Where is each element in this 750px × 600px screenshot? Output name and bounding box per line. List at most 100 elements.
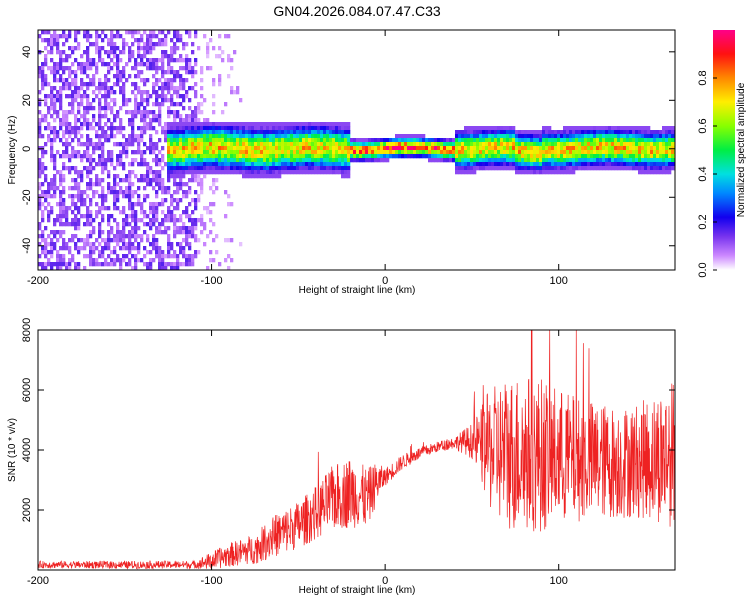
spectrogram-cell <box>80 98 84 103</box>
spectrogram-cell <box>137 218 141 223</box>
spectrogram-cell <box>188 146 192 151</box>
spectrogram-cell <box>278 162 282 167</box>
spectrogram-cell <box>56 78 60 83</box>
spectrogram-cell <box>68 110 72 115</box>
spectrogram-cell <box>185 226 189 231</box>
spectrogram-cell <box>80 122 84 127</box>
spectrogram-cell <box>668 130 672 135</box>
spectrogram-cell <box>83 154 87 159</box>
spectrogram-cell <box>170 142 174 147</box>
spectrogram-cell <box>314 146 318 151</box>
spectrogram-cell <box>596 150 600 155</box>
spectrogram-cell <box>104 158 108 163</box>
spectrogram-cell <box>593 126 597 131</box>
spectrogram-cell <box>140 178 144 183</box>
spectrogram-cell <box>170 46 174 51</box>
spectrogram-cell <box>65 66 69 71</box>
spectrogram-cell <box>53 34 57 39</box>
spectrogram-cell <box>41 194 45 199</box>
spectrogram-cell <box>317 146 321 151</box>
spectrogram-cell <box>38 206 42 211</box>
spectrogram-cell <box>308 170 312 175</box>
spectrogram-cell <box>221 158 225 163</box>
spectrogram-cell <box>68 262 72 267</box>
spectrogram-cell <box>179 34 183 39</box>
spectrogram-cell <box>419 138 423 143</box>
spectrogram-cell <box>53 78 57 83</box>
spectrogram-cell <box>155 42 159 47</box>
spectrogram-cell <box>143 130 147 135</box>
spectrogram-cell <box>134 66 138 71</box>
spectrogram-cell <box>215 130 219 135</box>
spectrogram-cell <box>92 190 96 195</box>
spectrogram-cell <box>326 126 330 131</box>
spectrogram-cell <box>236 86 240 91</box>
spectrogram-cell <box>416 138 420 143</box>
spectrogram-cell <box>113 258 117 263</box>
spectrogram-cell <box>41 118 45 123</box>
spectrogram-cell <box>254 154 258 159</box>
spectrogram-cell <box>440 138 444 143</box>
spectrogram-cell <box>569 146 573 151</box>
spectrogram-cell <box>56 254 60 259</box>
spectrogram-cell <box>410 154 414 159</box>
spectrogram-cell <box>173 118 177 123</box>
spectrogram-cell <box>221 134 225 139</box>
spectrogram-cell <box>59 34 63 39</box>
spectrogram-cell <box>176 58 180 63</box>
spectrogram-cell <box>77 170 81 175</box>
spectrogram-cell <box>44 142 48 147</box>
spectrogram-cell <box>497 150 501 155</box>
spectrogram-cell <box>77 210 81 215</box>
spectrogram-cell <box>245 158 249 163</box>
spectrogram-cell <box>185 78 189 83</box>
spectrogram-cell <box>170 214 174 219</box>
spectrogram-cell <box>473 138 477 143</box>
spectrogram-cell <box>179 138 183 143</box>
spectrogram-cell <box>452 146 456 151</box>
spectrogram-cell <box>491 150 495 155</box>
spectrogram-cell <box>86 62 90 67</box>
spectrogram-cell <box>59 182 63 187</box>
spectrogram-cell <box>413 150 417 155</box>
spectrogram-cell <box>302 170 306 175</box>
spectrogram-cell <box>59 246 63 251</box>
colorbar-tick-label: 0.0 <box>697 262 709 277</box>
spectrogram-cell <box>191 174 195 179</box>
spectrogram-cell <box>89 126 93 131</box>
spectrogram-cell <box>287 166 291 171</box>
spectrogram-cell <box>41 202 45 207</box>
spectrogram-cell <box>278 122 282 127</box>
spectrogram-cell <box>257 150 261 155</box>
spectrogram-cell <box>74 122 78 127</box>
spectrogram-cell <box>428 158 432 163</box>
spectrogram-cell <box>137 226 141 231</box>
spectrogram-cell <box>134 94 138 99</box>
spectrogram-cell <box>158 266 162 270</box>
spectrogram-cell <box>134 230 138 235</box>
spectrogram-cell <box>644 162 648 167</box>
spectrogram-cell <box>275 122 279 127</box>
spectrogram-cell <box>251 174 255 179</box>
spectrogram-cell <box>164 218 168 223</box>
spectrogram-cell <box>176 130 180 135</box>
spectrogram-cell <box>83 254 87 259</box>
spectrogram-cell <box>194 114 198 119</box>
spectrogram-cell <box>194 106 198 111</box>
spectrogram-cell <box>515 146 519 151</box>
spectrogram-cell <box>221 154 225 159</box>
spectrogram-cell <box>107 182 111 187</box>
spectrogram-cell <box>557 142 561 147</box>
spectrogram-cell <box>38 254 42 259</box>
spectrogram-cell <box>119 106 123 111</box>
spectrogram-cell <box>104 238 108 243</box>
spectrogram-cell <box>275 150 279 155</box>
spectrogram-cell <box>110 162 114 167</box>
spectrogram-cell <box>218 34 222 39</box>
spectrogram-cell <box>335 122 339 127</box>
spectrogram-cell <box>152 82 156 87</box>
spectrogram-y-axis-label: Frequency (Hz) <box>7 116 18 185</box>
spectrogram-cell <box>479 162 483 167</box>
spectrogram-cell <box>56 62 60 67</box>
spectrogram-cell <box>503 130 507 135</box>
